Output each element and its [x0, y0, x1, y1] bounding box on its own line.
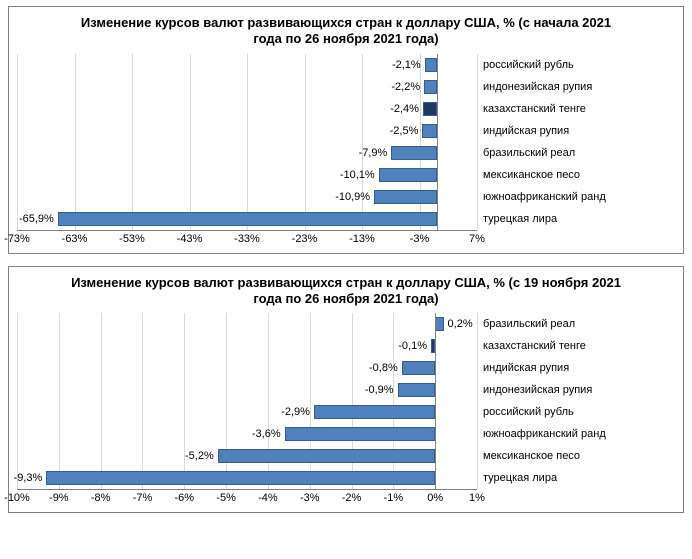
- x-tick-label: -63%: [62, 233, 88, 245]
- x-tick-label: -7%: [133, 492, 153, 504]
- bar-value-label: -0,8%: [369, 361, 398, 375]
- x-tick-label: -3%: [300, 492, 320, 504]
- gridline: [17, 313, 18, 489]
- category-label: российский рубль: [477, 58, 574, 72]
- bar: [398, 383, 436, 397]
- x-tick-label: -23%: [292, 233, 318, 245]
- x-tick-label: 1%: [469, 492, 485, 504]
- gridline: [132, 54, 133, 230]
- bar-value-label: -2,2%: [391, 80, 420, 94]
- gridline: [101, 313, 102, 489]
- bar-value-label: -0,1%: [398, 339, 427, 353]
- bar-value-label: -7,9%: [359, 146, 388, 160]
- bar: [423, 102, 437, 116]
- x-tick-label: 0%: [427, 492, 443, 504]
- bar-value-label: -65,9%: [19, 212, 54, 226]
- x-axis: -10%-9%-8%-7%-6%-5%-4%-3%-2%-1%0%1%: [17, 489, 477, 508]
- zero-line: [435, 313, 436, 489]
- bar-value-label: -2,4%: [390, 102, 419, 116]
- x-tick-label: -10%: [4, 492, 30, 504]
- chart-panel-1: Изменение курсов валют развивающихся стр…: [8, 6, 684, 254]
- category-label: южноафриканский ранд: [477, 190, 606, 204]
- x-tick-label: -43%: [177, 233, 203, 245]
- x-tick-label: -6%: [174, 492, 194, 504]
- x-tick-label: -13%: [349, 233, 375, 245]
- gridline: [142, 313, 143, 489]
- bar: [435, 317, 443, 331]
- bar: [314, 405, 435, 419]
- category-label: казахстанский тенге: [477, 339, 586, 353]
- zero-line: [437, 54, 438, 230]
- category-column: российский рубль индонезийская рупия казах…: [477, 54, 657, 230]
- x-tick-label: -53%: [119, 233, 145, 245]
- x-tick-label: -2%: [342, 492, 362, 504]
- category-label: российский рубль: [477, 405, 574, 419]
- bar-value-label: -5,2%: [185, 449, 214, 463]
- bar-value-label: -2,1%: [392, 58, 421, 72]
- bar: [402, 361, 435, 375]
- bar: [425, 58, 437, 72]
- bar-value-label: -10,1%: [340, 168, 375, 182]
- category-label: турецкая лира: [477, 471, 557, 485]
- bar-value-label: 0,2%: [448, 317, 473, 331]
- bar: [379, 168, 437, 182]
- chart-1: -2,1% -2,2% -2,4% -2,5%-7,9% -10,1% -10,9% -65…: [17, 54, 675, 249]
- bar: [46, 471, 435, 485]
- category-label: индийская рупия: [477, 124, 569, 138]
- bar: [58, 212, 437, 226]
- x-tick-label: -5%: [216, 492, 236, 504]
- category-label: бразильский реал: [477, 317, 575, 331]
- x-axis: -73%-63%-53%-43%-33%-23%-13%-3%7%: [17, 230, 477, 249]
- bar-value-label: -0,9%: [365, 383, 394, 397]
- bar-value-label: -10,9%: [335, 190, 370, 204]
- chart-title: Изменение курсов валют развивающихся стр…: [66, 15, 626, 48]
- plot-area: -2,1% -2,2% -2,4% -2,5%-7,9% -10,1% -10,9% -65…: [17, 54, 477, 230]
- bar-value-label: -2,5%: [390, 124, 419, 138]
- category-label: индонезийская рупия: [477, 80, 592, 94]
- x-tick-label: 7%: [469, 233, 485, 245]
- x-tick-label: -33%: [234, 233, 260, 245]
- gridline: [17, 54, 18, 230]
- gridline: [247, 54, 248, 230]
- bar: [391, 146, 436, 160]
- page: Изменение курсов валют развивающихся стр…: [0, 0, 692, 535]
- category-label: казахстанский тенге: [477, 102, 586, 116]
- bar: [424, 80, 437, 94]
- bar: [422, 124, 436, 138]
- bar: [374, 190, 437, 204]
- chart-2: 0,2%-0,1%-0,8%-0,9%-2,9%-3,6%-5,2%-9,3% …: [17, 313, 675, 508]
- gridline: [59, 313, 60, 489]
- category-label: бразильский реал: [477, 146, 575, 160]
- gridline: [305, 54, 306, 230]
- x-tick-label: -3%: [410, 233, 430, 245]
- category-label: индийская рупия: [477, 361, 569, 375]
- x-tick-label: -8%: [91, 492, 111, 504]
- bar-value-label: -3,6%: [252, 427, 281, 441]
- bar-value-label: -9,3%: [14, 471, 43, 485]
- x-tick-label: -4%: [258, 492, 278, 504]
- category-label: индонезийская рупия: [477, 383, 592, 397]
- category-label: южноафриканский ранд: [477, 427, 606, 441]
- bar: [218, 449, 435, 463]
- category-label: мексиканское песо: [477, 449, 580, 463]
- bar: [285, 427, 436, 441]
- gridline: [190, 54, 191, 230]
- x-tick-label: -1%: [384, 492, 404, 504]
- category-column: бразильский реал казахстанский тенге индий…: [477, 313, 657, 489]
- chart-title: Изменение курсов валют развивающихся стр…: [66, 275, 626, 308]
- bar-value-label: -2,9%: [281, 405, 310, 419]
- x-tick-label: -73%: [4, 233, 30, 245]
- chart-panel-2: Изменение курсов валют развивающихся стр…: [8, 266, 684, 514]
- gridline: [75, 54, 76, 230]
- plot-area: 0,2% -0,1%-0,8% -0,9% -2,9%-3,6% -5,2% -9,3%: [17, 313, 477, 489]
- x-tick-label: -9%: [49, 492, 69, 504]
- category-label: турецкая лира: [477, 212, 557, 226]
- category-label: мексиканское песо: [477, 168, 580, 182]
